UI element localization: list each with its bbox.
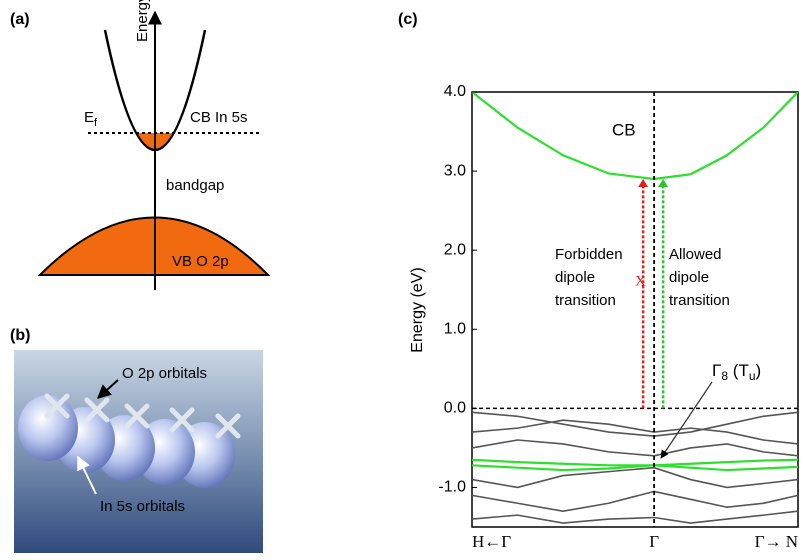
allowed-label: dipole [669, 269, 709, 286]
y-tick-label: 0.0 [444, 400, 466, 417]
band [472, 491, 798, 511]
orbital-sphere [18, 395, 78, 461]
x-tick-label: Γ [649, 532, 659, 551]
forbidden-label: transition [555, 292, 616, 309]
x-tick-label: H←Γ [472, 532, 511, 551]
allowed-label: Allowed [669, 246, 722, 263]
cb-label: CB [612, 120, 636, 139]
y-axis-label: Energy (eV) [409, 267, 426, 352]
o-label: O 2p orbitals [122, 365, 207, 382]
panel-label: (b) [10, 327, 30, 344]
y-tick-label: -1.0 [438, 479, 466, 496]
in-label: In 5s orbitals [100, 498, 185, 515]
cb-label: CB In 5s [190, 109, 248, 126]
axis-label: Energy [134, 0, 151, 42]
allowed-label: transition [669, 292, 730, 309]
panel-c: (c) Energy (eV) CB Forbidden dipole tran… [398, 11, 798, 551]
figure: (a) Energy Ef CB In 5s bandgap VB O 2p (… [0, 0, 805, 555]
band [472, 460, 798, 466]
x-tick-label: Γ→ N [755, 532, 798, 551]
gap-label: bandgap [166, 177, 224, 194]
bands [472, 92, 798, 523]
y-tick-label: 3.0 [444, 162, 466, 179]
band [472, 440, 798, 456]
y-tick-label: 4.0 [444, 83, 466, 100]
y-tick-label: 2.0 [444, 241, 466, 258]
panel-label: (a) [10, 11, 30, 28]
y-tick-label: 1.0 [444, 320, 466, 337]
arrow-head [638, 179, 648, 187]
forbidden-label: dipole [555, 269, 595, 286]
band [472, 412, 798, 436]
band [472, 511, 798, 523]
fermi-label: Ef [84, 109, 98, 129]
panel-a: (a) Energy Ef CB In 5s bandgap VB O 2p [10, 0, 268, 290]
vb-label: VB O 2p [172, 253, 229, 270]
panel-b: (b) O 2p orbitals In 5s orbitals [10, 327, 263, 553]
forbidden-label: Forbidden [555, 246, 623, 263]
panel-label: (c) [398, 11, 418, 28]
arrow-head [658, 179, 668, 187]
gamma-label: Γ8 (Tu) [712, 361, 761, 383]
band [472, 468, 798, 488]
